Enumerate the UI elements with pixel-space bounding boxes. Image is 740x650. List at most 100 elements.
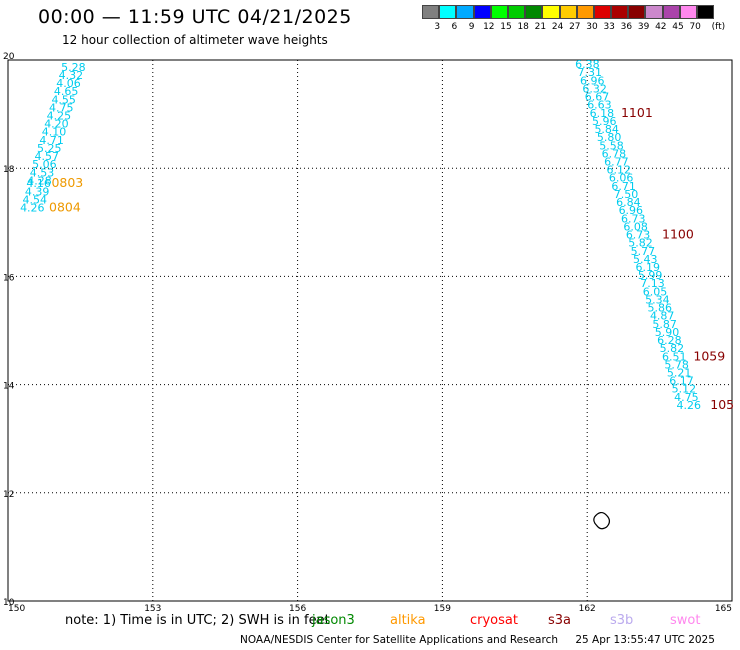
color-swatch xyxy=(645,5,663,19)
color-scale-label: 36 xyxy=(620,22,633,32)
color-scale-label: 21 xyxy=(534,22,547,32)
color-scale-label: 24 xyxy=(551,22,564,32)
wave-height-point: 4.75 xyxy=(674,391,699,404)
color-swatch xyxy=(439,5,457,19)
lat-tick-label: 10 xyxy=(3,598,15,608)
satellite-legend-item: cryosat xyxy=(470,613,518,628)
wave-height-point: 5.21 xyxy=(667,366,692,379)
wave-height-point: 6.12 xyxy=(607,164,632,177)
wave-height-point: 5.96 xyxy=(592,115,617,128)
wave-height-point: 4.71 xyxy=(39,134,64,147)
color-swatch xyxy=(559,5,577,19)
footer-timestamp: 25 Apr 13:55:47 UTC 2025 xyxy=(575,634,715,646)
wave-height-point: 6.96 xyxy=(580,74,605,87)
wave-height-point: 6.96 xyxy=(619,204,644,217)
wave-height-point: 4.75 xyxy=(49,101,74,114)
wave-height-point: 6.71 xyxy=(611,180,636,193)
wave-height-point: 6.38 xyxy=(575,58,600,71)
wave-height-point: 4.06 xyxy=(56,77,80,90)
pass-time-label: 0804 xyxy=(49,199,81,214)
color-swatch xyxy=(697,5,715,19)
wave-height-point: 7.13 xyxy=(640,277,665,290)
color-swatch xyxy=(628,5,646,19)
lat-tick-label: 18 xyxy=(3,165,15,175)
wave-height-point: 5.25 xyxy=(37,142,62,155)
wave-height-point: 5.28 xyxy=(61,61,86,74)
wave-height-point: 4.16 xyxy=(26,177,50,190)
color-scale-label: 15 xyxy=(500,22,512,32)
color-swatch xyxy=(473,5,491,19)
wave-height-point: 4.57 xyxy=(35,150,60,163)
wave-height-point: 6.67 xyxy=(585,91,610,104)
wave-height-point: 6.73 xyxy=(626,229,651,242)
pass-time-label: 0803 xyxy=(51,175,83,190)
color-swatch xyxy=(611,5,629,19)
wave-height-point: 5.99 xyxy=(638,269,663,282)
wave-height-point: 4.26 xyxy=(676,399,701,412)
lon-tick-label: 150 xyxy=(8,604,25,614)
lon-tick-label: 153 xyxy=(144,604,161,614)
wave-height-point: 6.84 xyxy=(616,196,641,209)
wave-height-point: 5.12 xyxy=(672,383,697,396)
color-scale-label: 27 xyxy=(569,22,581,32)
wave-height-point: 5.84 xyxy=(594,123,619,136)
wave-height-point: 4.26 xyxy=(20,201,45,214)
wave-height-point: 5.82 xyxy=(628,237,653,250)
color-scale-labels: 3 6 9 12 15 18 21 24 27 30 33 36 39 42 45 70 (ft) xyxy=(422,22,740,34)
wave-height-point: 4.28 xyxy=(27,174,52,187)
footer-credit: NOAA/NESDIS Center for Satellite Applica… xyxy=(240,634,558,646)
island-outline xyxy=(593,512,611,530)
satellite-legend-item: s3b xyxy=(610,613,634,628)
wave-height-point: 5.43 xyxy=(633,253,658,266)
color-swatch xyxy=(525,5,543,19)
color-scale-label: 70 xyxy=(689,22,701,32)
color-scale-label: 9 xyxy=(468,22,475,32)
wave-height-point: 4.25 xyxy=(47,110,72,123)
color-swatch xyxy=(507,5,526,19)
wave-height-point: 5.90 xyxy=(655,326,680,339)
pass-time-label: 1100 xyxy=(662,227,694,242)
color-scale-label: 18 xyxy=(517,22,529,32)
legend-note: note: 1) Time is in UTC; 2) SWH is in fe… xyxy=(65,613,330,628)
lat-tick-label: 20 xyxy=(3,52,15,62)
lat-tick-label: 14 xyxy=(3,382,15,392)
lon-tick-label: 165 xyxy=(715,604,732,614)
page-title: 00:00 — 11:59 UTC 04/21/2025 xyxy=(38,6,352,28)
color-swatch xyxy=(422,5,440,19)
page-subtitle: 12 hour collection of altimeter wave hei… xyxy=(62,33,328,47)
lon-tick-label: 159 xyxy=(434,604,451,614)
wave-height-point: 6.18 xyxy=(590,107,615,120)
wave-height-point: 6.32 xyxy=(582,82,607,95)
wave-height-point: 6.08 xyxy=(623,220,648,233)
color-scale-label: 33 xyxy=(603,22,615,32)
color-scale-label: 42 xyxy=(655,22,667,32)
wave-height-point: 5.87 xyxy=(652,318,677,331)
wave-height-point: 5.06 xyxy=(32,158,57,171)
color-scale-label: 39 xyxy=(637,22,650,32)
pass-time-label: 1059 xyxy=(693,348,725,363)
wave-height-point: 6.78 xyxy=(602,147,627,160)
lat-tick-label: 12 xyxy=(3,490,14,500)
wave-height-point: 4.55 xyxy=(51,93,76,106)
color-scale-label: 6 xyxy=(451,22,458,32)
pass-time-label: 105 xyxy=(710,397,734,412)
wave-height-point: 5.78 xyxy=(664,358,689,371)
color-swatch xyxy=(542,5,560,19)
color-swatch xyxy=(662,5,680,19)
wave-height-point: 4.53 xyxy=(30,166,55,179)
satellite-legend-item: swot xyxy=(670,613,701,628)
color-swatch xyxy=(576,5,594,19)
footer: NOAA/NESDIS Center for Satellite Applica… xyxy=(240,634,715,646)
wave-height-point: 6.19 xyxy=(635,261,660,274)
satellite-legend-item: jason3 xyxy=(312,613,355,628)
satellite-legend-item: altika xyxy=(390,613,426,628)
wave-height-point: 5.34 xyxy=(645,293,670,306)
satellite-legend-item: s3a xyxy=(548,613,572,628)
map-frame xyxy=(7,59,733,602)
lon-tick-label: 156 xyxy=(289,604,306,614)
wave-height-point: 4.10 xyxy=(42,126,67,139)
color-scale-bar xyxy=(422,5,715,19)
wave-height-point: 4.54 xyxy=(22,193,47,206)
wave-height-point: 6.05 xyxy=(643,285,668,298)
